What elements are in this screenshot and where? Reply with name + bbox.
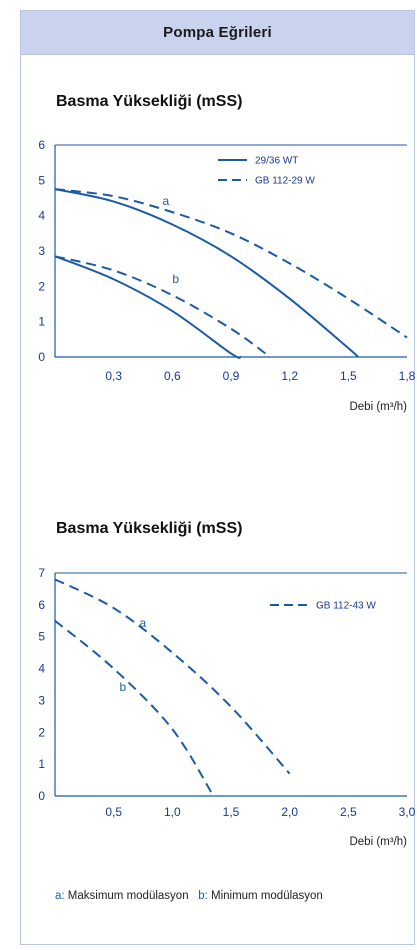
y-tick-label: 1 — [38, 315, 45, 329]
page-header: Pompa Eğrileri — [20, 10, 415, 55]
legend-label: GB 112-43 W — [316, 601, 376, 612]
y-tick-label: 4 — [38, 209, 45, 223]
legend-label: GB 112-29 W — [255, 176, 315, 187]
y-tick-label: 6 — [38, 598, 45, 612]
y-tick-label: 0 — [38, 350, 45, 364]
curve-label-a: a — [163, 194, 170, 208]
curve-label-b: b — [120, 680, 127, 694]
x-axis-label: Debi (m³/h) — [349, 401, 407, 413]
x-axis-label: Debi (m³/h) — [349, 836, 407, 848]
y-tick-label: 7 — [38, 566, 45, 580]
series-line-b-dashed — [54, 255, 271, 358]
chart1-title: Basma Yüksekliği (mSS) — [56, 93, 243, 110]
footnote-a-text: Maksimum modülasyon — [67, 890, 189, 902]
series-line-a-solid — [54, 188, 359, 358]
x-tick-label: 0,9 — [223, 369, 240, 383]
page-title: Pompa Eğrileri — [163, 24, 272, 41]
series-line-b-dashed — [54, 620, 215, 797]
y-tick-label: 4 — [38, 662, 45, 676]
x-tick-label: 1,5 — [223, 805, 240, 819]
y-tick-label: 3 — [38, 244, 45, 258]
x-tick-label: 1,8 — [399, 369, 416, 383]
y-tick-label: 3 — [38, 693, 45, 707]
y-tick-label: 5 — [38, 630, 45, 644]
chart-1: 0 1 2 3 4 5 6 0,3 0,6 0,9 1,2 1,5 1,8 Debi (m³/h) a b 29… — [38, 138, 415, 413]
chart-2: 0 1 2 3 4 5 6 7 0,5 1,0 1,5 2,0 2,5 3,0 Debi (m³/h) a b G… — [38, 566, 415, 848]
y-tick-label: 6 — [38, 138, 45, 152]
x-tick-label: 2,0 — [281, 805, 298, 819]
footnote-b-key: b: — [198, 890, 208, 902]
footnote-b-text: Minimum modülasyon — [210, 890, 323, 902]
x-tick-label: 1,2 — [281, 369, 298, 383]
x-tick-label: 0,3 — [105, 369, 122, 383]
page-frame — [20, 10, 415, 945]
y-tick-label: 5 — [38, 173, 45, 187]
y-tick-label: 0 — [38, 789, 45, 803]
curve-label-b: b — [172, 272, 179, 286]
legend-label: 29/36 WT — [255, 156, 298, 167]
x-tick-label: 0,6 — [164, 369, 181, 383]
series-line-a-dashed — [54, 188, 408, 339]
footnote-a-key: a: — [55, 890, 65, 902]
x-tick-label: 2,5 — [340, 805, 357, 819]
y-tick-label: 2 — [38, 279, 45, 293]
x-tick-label: 3,0 — [399, 805, 416, 819]
y-tick-label: 1 — [38, 757, 45, 771]
footnote: a: Maksimum modülasyon b: Minimum modüla… — [55, 890, 323, 902]
chart2-title: Basma Yüksekliği (mSS) — [56, 520, 243, 537]
series-line-a-dashed — [54, 578, 291, 775]
series-line-b-solid — [54, 255, 242, 359]
curve-label-a: a — [139, 616, 146, 630]
x-tick-label: 1,5 — [340, 369, 357, 383]
y-tick-label: 2 — [38, 725, 45, 739]
x-tick-label: 0,5 — [105, 805, 122, 819]
x-tick-label: 1,0 — [164, 805, 181, 819]
